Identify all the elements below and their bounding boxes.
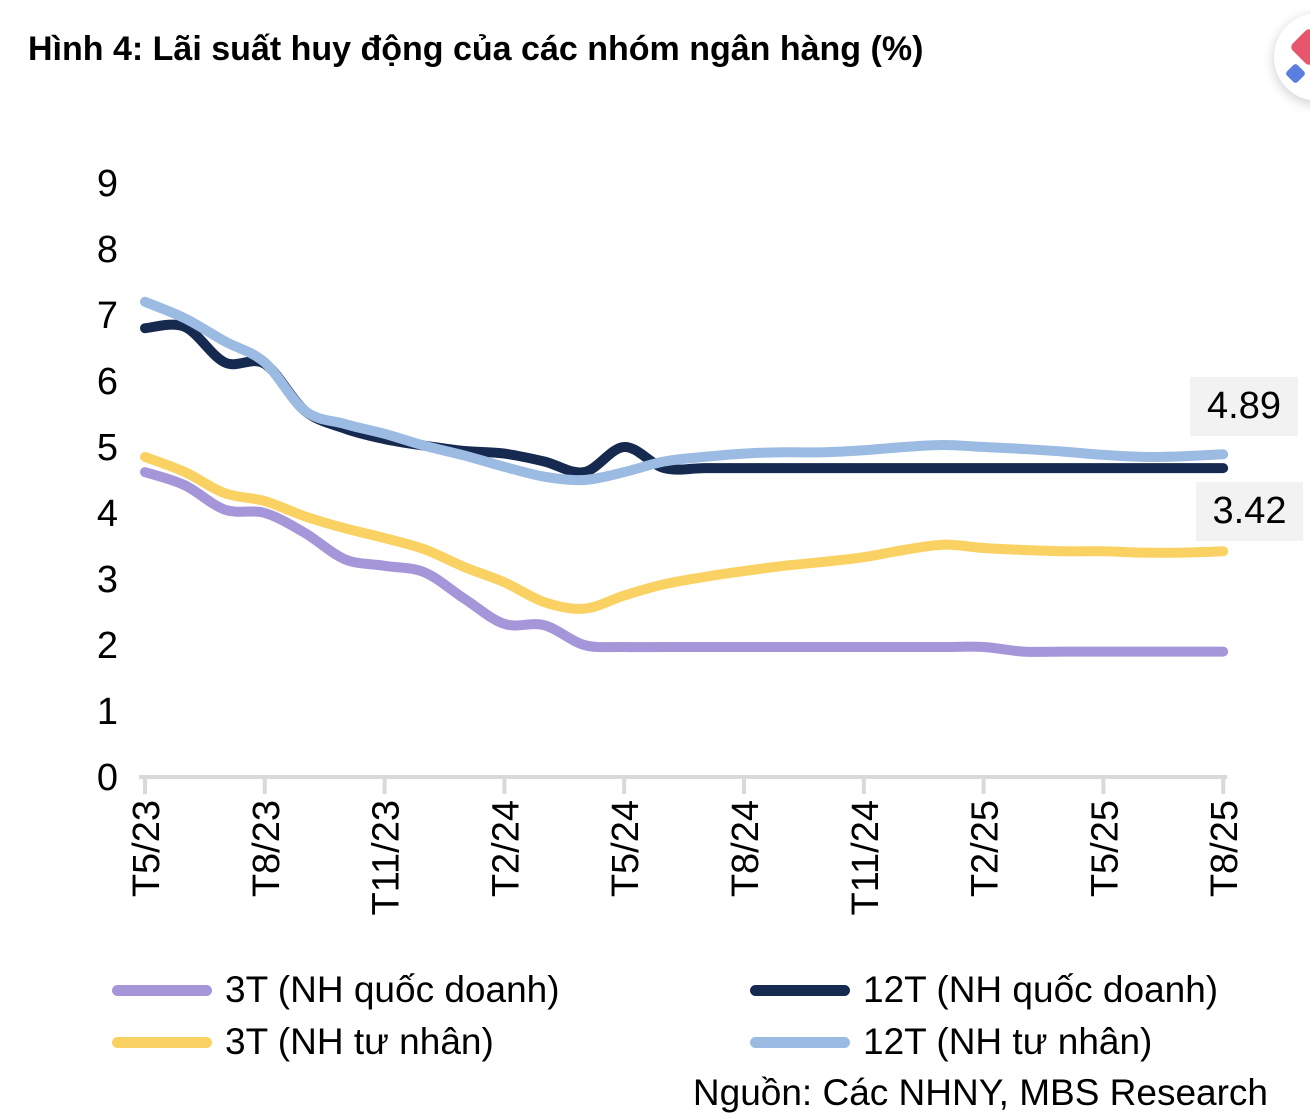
legend-item-3T-quoc-doanh: 3T (NH quốc doanh) [112,969,560,1011]
y-tick-label: 1 [97,691,118,733]
data-label-3T-tu-nhan: 3.42 [1196,482,1303,541]
pink-diamond-logo-icon [1289,27,1310,67]
y-tick-label: 4 [97,493,118,535]
blue-diamond-logo-icon [1284,62,1307,85]
series-line-0 [140,467,1229,657]
x-tick-label: T11/24 [845,800,887,915]
legend-item-12T-tu-nhan: 12T (NH tư nhân) [750,1021,1152,1063]
legend-item-12T-quoc-doanh: 12T (NH quốc doanh) [750,969,1218,1011]
y-tick-label: 6 [97,361,118,403]
legend-swatch-yellow-icon [112,1036,212,1048]
data-label-12T-tu-nhan: 4.89 [1190,377,1298,436]
legend-label: 12T (NH tư nhân) [863,1021,1153,1062]
x-tick-label: T5/23 [126,800,168,897]
x-tick-label: T5/24 [605,800,647,897]
legend-swatch-navy-icon [750,984,850,996]
legend-label: 3T (NH quốc doanh) [225,969,560,1010]
y-tick-label: 8 [97,229,118,271]
legend-label: 12T (NH quốc doanh) [863,969,1219,1010]
legend-swatch-lightblue-icon [750,1036,850,1048]
page-title: Hình 4: Lãi suất huy động của các nhóm n… [28,30,924,68]
series-line-2 [140,451,1229,614]
y-tick-label: 7 [97,295,118,337]
y-tick-label: 5 [97,427,118,469]
x-tick-label: T8/24 [725,800,767,897]
y-tick-label: 9 [97,163,118,205]
y-tick-label: 3 [97,559,118,601]
x-tick-label: T2/24 [485,800,527,897]
series-line-3 [140,296,1229,486]
y-tick-label: 0 [97,757,118,799]
legend-label: 3T (NH tư nhân) [225,1021,494,1062]
source-note: Nguồn: Các NHNY, MBS Research [692,1072,1268,1113]
x-tick-label: T8/23 [246,800,288,897]
x-tick-label: T11/23 [366,800,408,915]
x-tick-label: T8/25 [1204,800,1246,897]
x-tick-label: T2/25 [965,800,1007,897]
x-tick-label: T5/25 [1084,800,1126,897]
y-tick-label: 2 [97,625,118,667]
legend-item-3T-tu-nhan: 3T (NH tư nhân) [112,1021,494,1063]
legend-swatch-purple-icon [112,984,212,996]
